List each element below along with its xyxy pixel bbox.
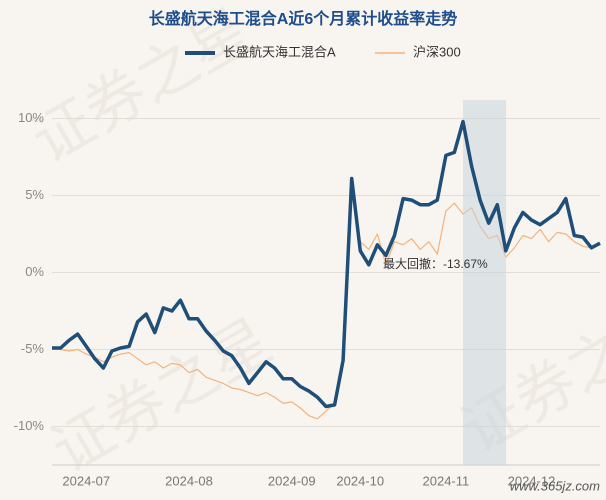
x-tick-label: 2024-10	[336, 473, 384, 488]
legend-label: 长盛航天海工混合A	[223, 44, 336, 59]
chart-title: 长盛航天海工混合A近6个月累计收益率走势	[149, 9, 457, 28]
y-tick-label: 0%	[25, 264, 44, 279]
y-tick-label: 10%	[18, 110, 44, 125]
x-tick-label: 2024-11	[423, 473, 470, 488]
x-tick-label: 2024-08	[165, 473, 213, 488]
footer: www.365jz.com	[510, 478, 600, 493]
y-tick-label: -10%	[14, 418, 45, 433]
y-tick-label: -5%	[21, 341, 45, 356]
x-tick-label: 2024-12	[508, 473, 556, 488]
x-tick-label: 2024-07	[62, 473, 110, 488]
y-tick-label: 5%	[25, 187, 44, 202]
series-line	[51, 179, 601, 420]
legend-label: 沪深300	[413, 44, 461, 59]
series-line	[52, 119, 601, 409]
annotation: 最大回撤：-13.67%	[383, 256, 488, 271]
x-tick-label: 2024-09	[268, 473, 316, 488]
